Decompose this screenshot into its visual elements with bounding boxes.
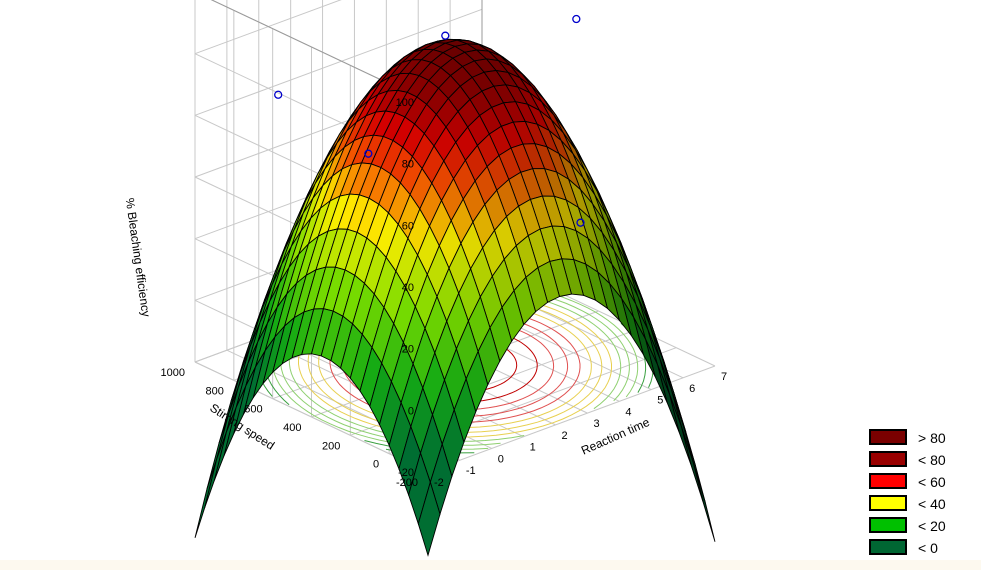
- z-tick-label: 40: [402, 282, 414, 294]
- legend-swatch: [869, 451, 907, 467]
- legend-swatch: [869, 539, 907, 555]
- z-tick-label: 0: [408, 405, 414, 417]
- data-point: [576, 218, 585, 227]
- legend-label: > 80: [918, 430, 946, 446]
- x-tick-label: 7: [721, 371, 727, 383]
- surface-cell: [417, 480, 441, 557]
- legend-item: < 0: [869, 539, 938, 556]
- legend-label: < 80: [918, 452, 946, 468]
- x-axis-title: Reaction time: [579, 415, 652, 458]
- data-point: [274, 90, 283, 99]
- y-tick-label: 0: [373, 459, 379, 471]
- grid-line: [194, 361, 429, 473]
- legend-label: < 40: [918, 496, 946, 512]
- z-tick-label: 80: [402, 159, 414, 171]
- data-point: [364, 149, 373, 158]
- z-tick-label: 20: [402, 344, 414, 356]
- legend-swatch: [869, 429, 907, 445]
- legend-item: < 80: [869, 451, 946, 468]
- legend-item: > 80: [869, 429, 946, 446]
- x-tick-label: 0: [498, 453, 504, 465]
- grid-line: [194, 0, 342, 55]
- legend-label: < 0: [918, 540, 938, 556]
- legend-label: < 60: [918, 474, 946, 490]
- y-tick-label: 400: [283, 422, 301, 434]
- tick-labels: -20020406080100-20002004006008001000-2-1…: [161, 97, 728, 489]
- z-tick-label: 100: [396, 97, 414, 109]
- y-tick-label: 600: [244, 404, 262, 416]
- legend-swatch: [869, 517, 907, 533]
- legend-item: < 40: [869, 495, 946, 512]
- data-point: [572, 14, 581, 24]
- data-point: [441, 31, 450, 40]
- legend-swatch: [869, 495, 907, 511]
- x-tick-label: -2: [434, 477, 444, 489]
- y-tick-label: -200: [396, 477, 418, 489]
- legend: > 80 < 80 < 60 < 40 < 20: [869, 429, 946, 556]
- y-tick-label: 1000: [161, 367, 185, 379]
- x-tick-label: 1: [530, 442, 536, 454]
- legend-swatch: [869, 473, 907, 489]
- surface-cell: [668, 393, 692, 466]
- response-surface: [194, 38, 716, 557]
- observed-points: [274, 14, 585, 227]
- x-tick-label: 4: [625, 406, 631, 418]
- x-tick-label: 2: [562, 430, 568, 442]
- x-tick-label: 6: [689, 383, 695, 395]
- z-axis-title: % Bleaching efficiency: [123, 197, 154, 318]
- x-tick-label: 3: [593, 418, 599, 430]
- grid-line: [194, 8, 483, 116]
- legend-item: < 20: [869, 517, 946, 534]
- legend-label: < 20: [918, 518, 946, 534]
- z-tick-label: 60: [402, 220, 414, 232]
- x-tick-label: -1: [466, 465, 476, 477]
- y-tick-label: 800: [205, 385, 223, 397]
- legend-item: < 60: [869, 473, 946, 490]
- x-tick-label: 5: [657, 395, 663, 407]
- y-tick-label: 200: [322, 440, 340, 452]
- z-tick-label: -20: [398, 467, 414, 479]
